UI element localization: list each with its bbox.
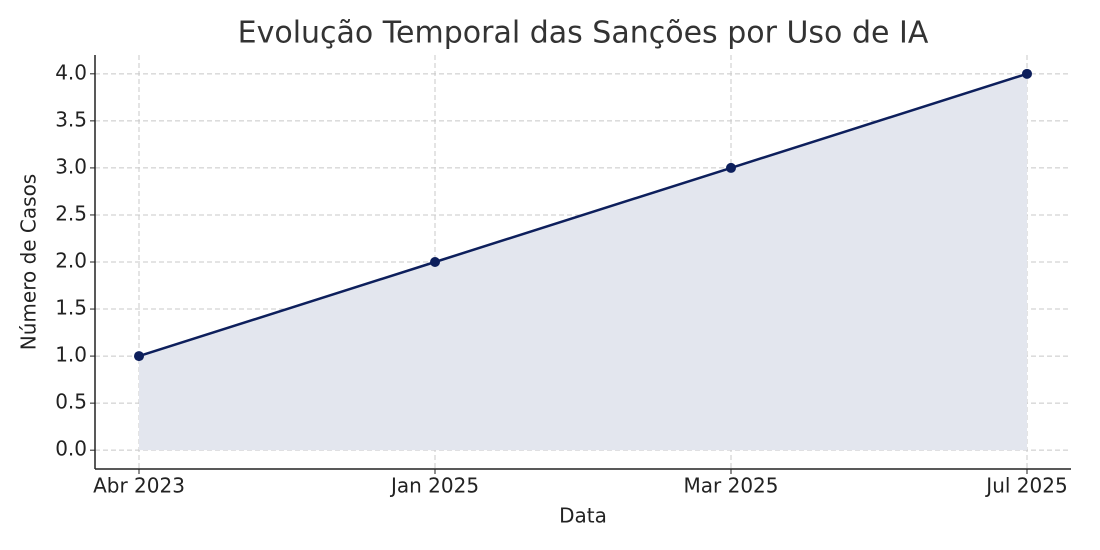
y-tick-label: 2.5 — [55, 201, 87, 225]
y-tick-label: 1.0 — [55, 343, 87, 367]
point — [726, 162, 736, 173]
x-tick-label: Abr 2023 — [93, 474, 185, 498]
x-tick-label: Mar 2025 — [684, 474, 779, 498]
x-tick-label: Jan 2025 — [389, 474, 479, 498]
line — [138, 72, 1028, 358]
area-fill — [139, 73, 1027, 451]
y-tick-label: 0.0 — [55, 437, 87, 461]
y-tick-label: 1.5 — [55, 296, 87, 320]
x-axis-label: Data — [559, 504, 607, 528]
point — [430, 257, 440, 267]
y-tick-label: 3.0 — [55, 154, 87, 178]
y-tick-label: 0.5 — [55, 390, 87, 414]
y-tick-label: 3.5 — [55, 107, 87, 131]
x-tick-label: Jul 2025 — [984, 474, 1067, 498]
y-tick-label: 2.0 — [55, 249, 87, 273]
y-axis-label: Número de Casos — [17, 174, 41, 350]
y-tick-label: 4.0 — [55, 60, 87, 84]
chart-title: Evolução Temporal das Sanções por Uso de… — [238, 16, 929, 51]
point — [1022, 68, 1032, 79]
point — [134, 351, 144, 362]
